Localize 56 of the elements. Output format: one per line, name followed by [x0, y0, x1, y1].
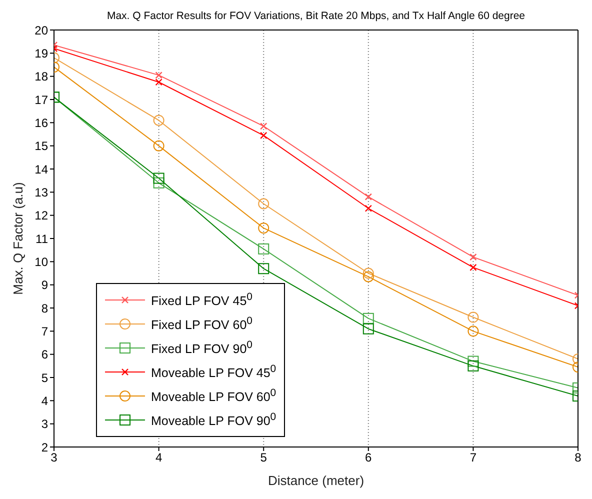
legend-label: Moveable LP FOV 90$^{0}$: [151, 412, 276, 428]
y-tick-label: 2: [41, 440, 48, 454]
chart-title: Max. Q Factor Results for FOV Variations, Bit Rate 20 Mbps, and Tx Half Angle 60 degree: [106, 10, 526, 22]
y-tick-label: 11: [36, 232, 48, 246]
point: [362, 312, 374, 324]
legend-label: Moveable LP FOV 60$^{0}$: [151, 388, 276, 404]
point: [364, 204, 372, 212]
x-tick-label: 6: [365, 450, 372, 465]
point: [470, 264, 477, 272]
point: [364, 193, 372, 200]
legend-label: Moveable LP FOV 45$^{0}$: [151, 364, 276, 380]
x-axis-title: Distance (meter): [268, 473, 364, 488]
legend-label: Fixed LP FOV 60$^{0}$: [151, 316, 252, 332]
y-tick-label: 19: [34, 46, 48, 60]
point: [258, 222, 270, 234]
y-tick-label: 14: [34, 162, 48, 176]
y-tick-label: 15: [34, 139, 48, 154]
point: [258, 263, 270, 274]
x-tick-label: 4: [155, 450, 162, 465]
point: [153, 114, 164, 126]
point: [153, 172, 164, 184]
y-tick-label: 12: [34, 208, 48, 223]
y-tick-label: 9: [41, 278, 48, 292]
point: [258, 243, 270, 254]
y-tick-label: 13: [34, 185, 48, 200]
point: [468, 326, 479, 337]
y-tick-label: 4: [41, 394, 48, 408]
y-tick-label: 6: [41, 348, 48, 362]
x-tick-label: 5: [260, 450, 268, 465]
point: [155, 72, 162, 79]
y-axis-title: Max. Q Factor (a.u): [10, 182, 26, 295]
point: [258, 198, 270, 210]
point: [260, 122, 268, 130]
point: [260, 132, 268, 140]
legend-label: Fixed LP FOV 90$^{0}$: [151, 340, 252, 356]
y-tick-label: 7: [41, 324, 48, 338]
y-tick-label: 20: [34, 23, 48, 38]
point: [468, 312, 479, 323]
y-tick-label: 8: [41, 301, 48, 316]
point: [362, 323, 374, 334]
y-tick-label: 18: [34, 70, 48, 84]
point: [362, 271, 374, 282]
point: [470, 253, 477, 261]
point: [155, 78, 162, 86]
y-tick-label: 5: [41, 370, 48, 385]
x-tick-label: 7: [470, 450, 477, 465]
x-tick-label: 8: [574, 450, 582, 465]
y-tick-label: 16: [34, 116, 48, 130]
point: [468, 360, 479, 372]
y-tick-label: 3: [41, 417, 48, 432]
point: [362, 268, 374, 279]
y-tick-label: 17: [34, 92, 48, 107]
legend-label: Fixed LP FOV 45$^{0}$: [151, 292, 252, 308]
y-tick-label: 10: [34, 254, 48, 269]
point: [153, 140, 164, 152]
x-tick-label: 3: [50, 450, 58, 465]
